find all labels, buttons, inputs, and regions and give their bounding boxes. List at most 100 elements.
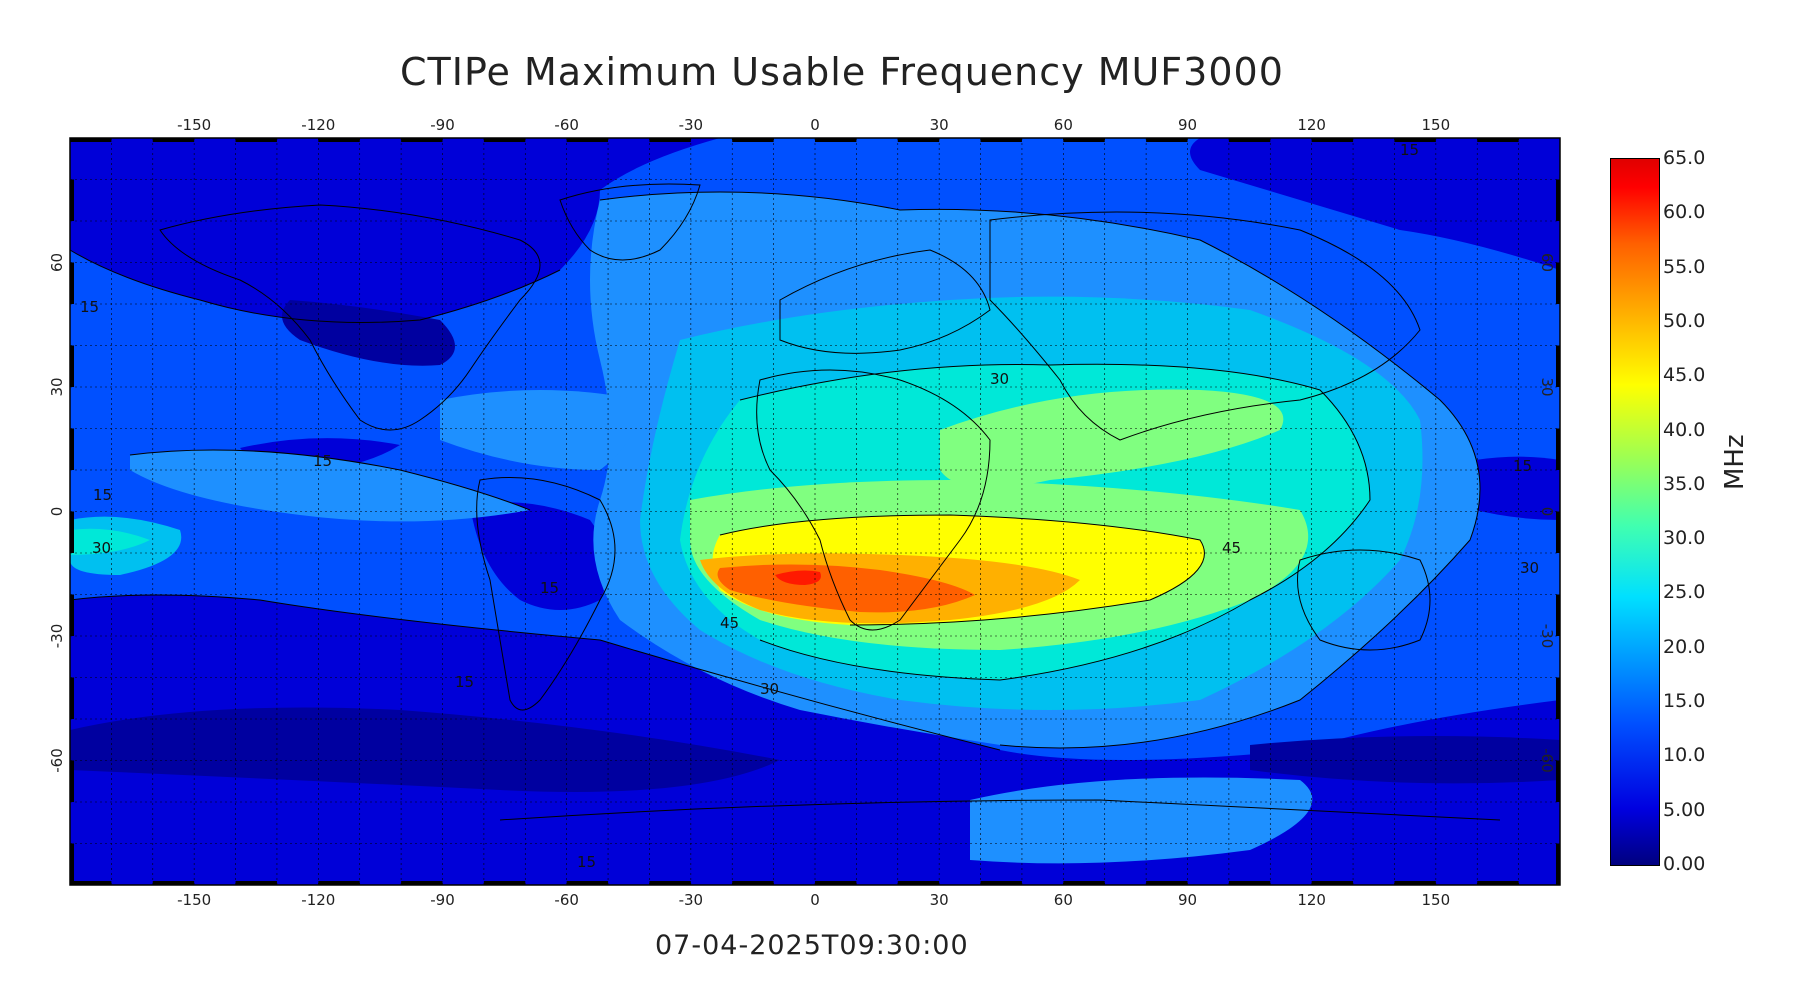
frame-tick: [1477, 138, 1519, 142]
contour-label: 15: [455, 673, 474, 691]
frame-tick: [70, 138, 112, 142]
coastline-greenland: [559, 183, 701, 261]
frame-tick: [1311, 138, 1354, 142]
frame-tick: [649, 138, 691, 142]
colorbar-tick-label: 45.0: [1663, 364, 1706, 387]
frame-tick: [815, 881, 857, 885]
frame-tick: [70, 881, 112, 885]
coastline-south-america: [476, 477, 616, 711]
latitude-tick-label: 0: [48, 507, 66, 517]
band-level2-pacific: [130, 450, 530, 522]
frame-tick: [152, 881, 195, 885]
contour-label: 30: [92, 539, 111, 557]
contour-labels: 15 15 15 15 15 15 15 15 30 30 30 30 45 4…: [80, 141, 1539, 871]
frame-tick: [483, 138, 526, 142]
frame-tick: [897, 881, 940, 885]
latitude-labels-left: 60 30 0 -30 -60: [48, 253, 66, 773]
latitude-tick-label: -60: [48, 748, 66, 773]
frame-tick: [1063, 881, 1105, 885]
colorbar-unit-label: MHz: [1720, 434, 1750, 490]
contour-line-15-d: [69, 249, 561, 323]
contour-label: 30: [990, 370, 1009, 388]
latitude-labels-right: 60 30 0 -30 -60: [1538, 253, 1556, 773]
band-level0-northeast: [1190, 138, 1560, 270]
frame-tick: [235, 881, 277, 885]
frame-tick: [980, 881, 1022, 885]
colorbar-tick-label: 30.0: [1663, 527, 1706, 550]
colorbar-tick-label: 25.0: [1663, 581, 1706, 604]
contour-label: 30: [760, 680, 779, 698]
frame-tick: [318, 881, 360, 885]
band-darkest-southeast: [1250, 736, 1560, 784]
colorbar-tick-label: 55.0: [1663, 255, 1706, 278]
longitude-tick-label: -30: [679, 116, 704, 134]
contour-line-15-a: [599, 191, 1481, 749]
contour-label: 15: [93, 486, 112, 504]
frame-tick: [1146, 138, 1188, 142]
frame-tick: [1063, 138, 1105, 142]
latitude-tick-label: -30: [1538, 624, 1556, 649]
contour-line-30: [739, 363, 1371, 681]
frame-tick: [1311, 881, 1354, 885]
contour-label: 30: [1520, 559, 1539, 577]
colorbar-tick-label: 35.0: [1663, 472, 1706, 495]
frame-tick: [70, 594, 74, 636]
frame-tick: [566, 138, 609, 142]
longitude-tick-label: 0: [810, 116, 820, 134]
colorbar-tick-label: 5.00: [1663, 798, 1706, 821]
coastline-antarctica: [499, 799, 1501, 821]
frame-tick: [732, 138, 774, 142]
frame-tick: [1556, 594, 1560, 636]
frame-tick: [1556, 345, 1560, 387]
colorbar-tick-label: 65.0: [1663, 147, 1706, 169]
contour-label: 15: [577, 853, 596, 871]
longitude-tick-label: 90: [1178, 116, 1197, 134]
frame-tick: [70, 760, 74, 802]
longitude-tick-label: 60: [1054, 891, 1073, 909]
longitude-tick-label: -120: [301, 891, 335, 909]
longitude-labels-top: -150 -120 -90 -60 -30 0 30 60 90 120 150: [177, 116, 1450, 134]
band-level2-atlantic: [440, 390, 640, 470]
longitude-tick-label: -90: [430, 891, 455, 909]
band-level0-north: [70, 138, 720, 323]
frame-tick: [1556, 428, 1560, 470]
frame-tick: [1394, 138, 1436, 142]
contour-label: 15: [80, 298, 99, 316]
contour-line-15-c: [69, 594, 1001, 751]
graticule: [70, 138, 1560, 885]
frame-tick: [1228, 881, 1271, 885]
contour-label: 15: [540, 579, 559, 597]
frame-tick: [1477, 881, 1519, 885]
frame-tick: [70, 677, 74, 719]
longitude-tick-label: 120: [1297, 116, 1326, 134]
frame-tick: [980, 138, 1022, 142]
frame-tick: [70, 262, 74, 304]
longitude-tick-label: 120: [1297, 891, 1326, 909]
latitude-tick-label: 30: [1538, 377, 1556, 396]
contour-label: 45: [1222, 539, 1241, 557]
longitude-tick-label: -30: [679, 891, 704, 909]
frame-tick: [401, 138, 443, 142]
colorbar-tick-label: 0.00: [1663, 853, 1706, 875]
coastline-africa: [756, 369, 991, 631]
frame-tick: [483, 881, 526, 885]
frame-tick: [815, 138, 857, 142]
frame-tick: [70, 511, 74, 553]
band-level4-west: [70, 528, 150, 555]
colorbar-tick-label: 50.0: [1663, 309, 1706, 332]
colorbar: [1610, 158, 1660, 866]
frame-tick: [1556, 760, 1560, 802]
latitude-tick-label: 60: [1538, 253, 1556, 272]
frame-tick: [235, 138, 277, 142]
band-darkest-north: [282, 300, 455, 366]
contour-lines: [69, 191, 1481, 751]
band-level2-south-indian: [970, 777, 1313, 864]
band-level0-south-atlantic: [470, 502, 608, 610]
coastline-europe: [779, 249, 991, 354]
contour-label: 45: [720, 614, 739, 632]
frame-tick: [732, 881, 774, 885]
frame-tick: [1556, 511, 1560, 553]
latitude-tick-label: -30: [48, 624, 66, 649]
longitude-tick-label: -60: [554, 891, 579, 909]
